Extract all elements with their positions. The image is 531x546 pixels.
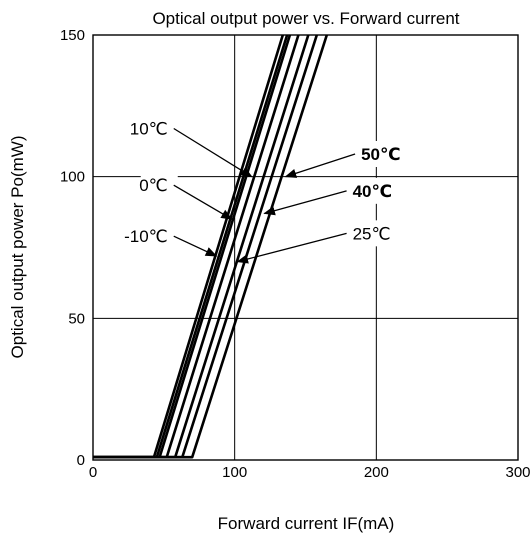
annotation-arrow	[263, 190, 347, 216]
annotation-5: 40℃	[263, 177, 393, 216]
annotation-label: 0℃	[139, 176, 168, 195]
annotation-arrow	[173, 184, 233, 220]
annotation-label: 25℃	[353, 224, 391, 243]
annotation-label: -10℃	[124, 227, 168, 246]
annotation-2: 0℃	[139, 172, 233, 220]
annotation-1: 10℃	[130, 115, 253, 178]
x-axis-label: Forward current IF(mA)	[218, 514, 395, 533]
annotations: 10℃ 0℃ -10℃ 50℃ 40℃ 25℃	[121, 115, 401, 264]
series-line-7	[93, 35, 329, 459]
x-tick-100: 100	[222, 464, 247, 481]
y-tick-150: 150	[60, 27, 85, 44]
x-tick-300: 300	[505, 464, 530, 481]
annotation-label: 50℃	[361, 145, 401, 164]
annotation-6: 25℃	[236, 220, 391, 264]
annotation-4: 50℃	[284, 141, 401, 178]
annotation-bg	[351, 141, 398, 167]
x-tick-labels: 0 100 200 300	[89, 464, 531, 481]
annotation-arrow	[284, 153, 356, 178]
annotation-bg	[131, 115, 178, 142]
series-line-1	[93, 35, 285, 459]
plot-frame	[92, 34, 519, 461]
annotation-arrow	[236, 232, 347, 264]
annotation-3: -10℃	[121, 223, 218, 257]
y-tick-labels: 0 50 100 150	[60, 27, 85, 469]
annotation-bg	[342, 220, 390, 247]
annotation-arrow	[173, 235, 218, 257]
series-lines	[93, 35, 329, 459]
annotation-label: 40℃	[353, 182, 393, 201]
y-tick-50: 50	[68, 310, 85, 327]
annotation-bg	[140, 172, 178, 199]
annotation-bg	[342, 177, 390, 204]
x-tick-200: 200	[364, 464, 389, 481]
annotation-bg	[121, 223, 178, 250]
y-tick-100: 100	[60, 169, 85, 186]
x-tick-0: 0	[89, 464, 97, 481]
annotation-label: 10℃	[130, 120, 168, 139]
y-tick-0: 0	[77, 452, 85, 469]
annotation-arrow	[173, 127, 253, 178]
chart-title: Optical output power vs. Forward current	[152, 9, 459, 28]
y-axis-label: Optical output power Po(mW)	[8, 136, 27, 359]
